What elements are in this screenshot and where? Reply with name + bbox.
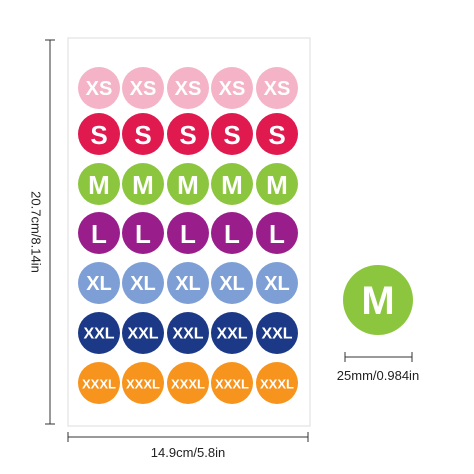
- sticker: [78, 163, 120, 205]
- sticker: [78, 362, 120, 404]
- sticker-label: XS: [264, 78, 291, 100]
- sticker-label: XXXL: [260, 377, 294, 392]
- sticker-label: XXXL: [82, 377, 116, 392]
- sticker: [122, 262, 164, 304]
- sticker-label: XXXL: [171, 377, 205, 392]
- sticker-label: M: [266, 170, 288, 200]
- sticker-label: M: [132, 170, 154, 200]
- sticker: [122, 212, 164, 254]
- sticker-label: S: [223, 120, 240, 150]
- sticker-label: L: [91, 219, 107, 249]
- sticker-label: S: [268, 120, 285, 150]
- sticker: [78, 262, 120, 304]
- sticker-label: XS: [130, 78, 157, 100]
- sticker-label: XXL: [127, 326, 158, 343]
- sticker: [78, 212, 120, 254]
- sticker: [78, 312, 120, 354]
- sticker-label: S: [134, 120, 151, 150]
- sticker: [167, 362, 209, 404]
- sticker: [78, 113, 120, 155]
- sticker-label: XXXL: [215, 377, 249, 392]
- sticker: [211, 262, 253, 304]
- sticker-label: XS: [219, 78, 246, 100]
- sample-size-label: 25mm/0.984in: [337, 368, 419, 383]
- sticker-label: XL: [219, 273, 245, 295]
- width-dimension: [67, 432, 309, 442]
- sticker: [167, 212, 209, 254]
- sticker-label: XL: [130, 273, 156, 295]
- sticker: [122, 362, 164, 404]
- sticker-label: XL: [175, 273, 201, 295]
- sticker: [211, 67, 253, 109]
- sticker-label: L: [269, 219, 285, 249]
- sticker-label: XXL: [261, 326, 292, 343]
- sticker-label: XS: [175, 78, 202, 100]
- sticker-label: M: [221, 170, 243, 200]
- sticker: [256, 312, 298, 354]
- sticker: [122, 113, 164, 155]
- sticker: [256, 67, 298, 109]
- sticker: [211, 312, 253, 354]
- width-label: 14.9cm/5.8in: [151, 445, 225, 460]
- sticker-label: L: [135, 219, 151, 249]
- sticker-label: L: [180, 219, 196, 249]
- sticker-label: L: [224, 219, 240, 249]
- sticker-label: XXL: [172, 326, 203, 343]
- sticker: [256, 163, 298, 205]
- sticker-label: S: [179, 120, 196, 150]
- sticker-label: S: [90, 120, 107, 150]
- sample-sticker: [343, 265, 413, 335]
- sticker: [167, 312, 209, 354]
- sticker: [256, 212, 298, 254]
- sticker: [122, 67, 164, 109]
- sticker-label: XXL: [83, 326, 114, 343]
- sticker: [167, 67, 209, 109]
- sample-label: M: [361, 279, 394, 323]
- sticker: [122, 163, 164, 205]
- sticker: [256, 362, 298, 404]
- sticker-label: XL: [86, 273, 112, 295]
- sample-dimension: [344, 352, 413, 362]
- height-label: 20.7cm/8.14in: [29, 191, 44, 273]
- sticker: [122, 312, 164, 354]
- sticker: [211, 362, 253, 404]
- sticker: [167, 113, 209, 155]
- sticker: [167, 163, 209, 205]
- sticker-label: XXL: [216, 326, 247, 343]
- sticker-label: M: [88, 170, 110, 200]
- sticker: [78, 67, 120, 109]
- sticker-label: XXXL: [126, 377, 160, 392]
- sticker-label: M: [177, 170, 199, 200]
- height-dimension: [45, 39, 55, 425]
- sticker-label: XS: [86, 78, 113, 100]
- sticker: [211, 163, 253, 205]
- sticker-label: XL: [264, 273, 290, 295]
- sticker: [256, 113, 298, 155]
- sticker: [167, 262, 209, 304]
- sticker: [211, 113, 253, 155]
- sticker: [256, 262, 298, 304]
- sticker: [211, 212, 253, 254]
